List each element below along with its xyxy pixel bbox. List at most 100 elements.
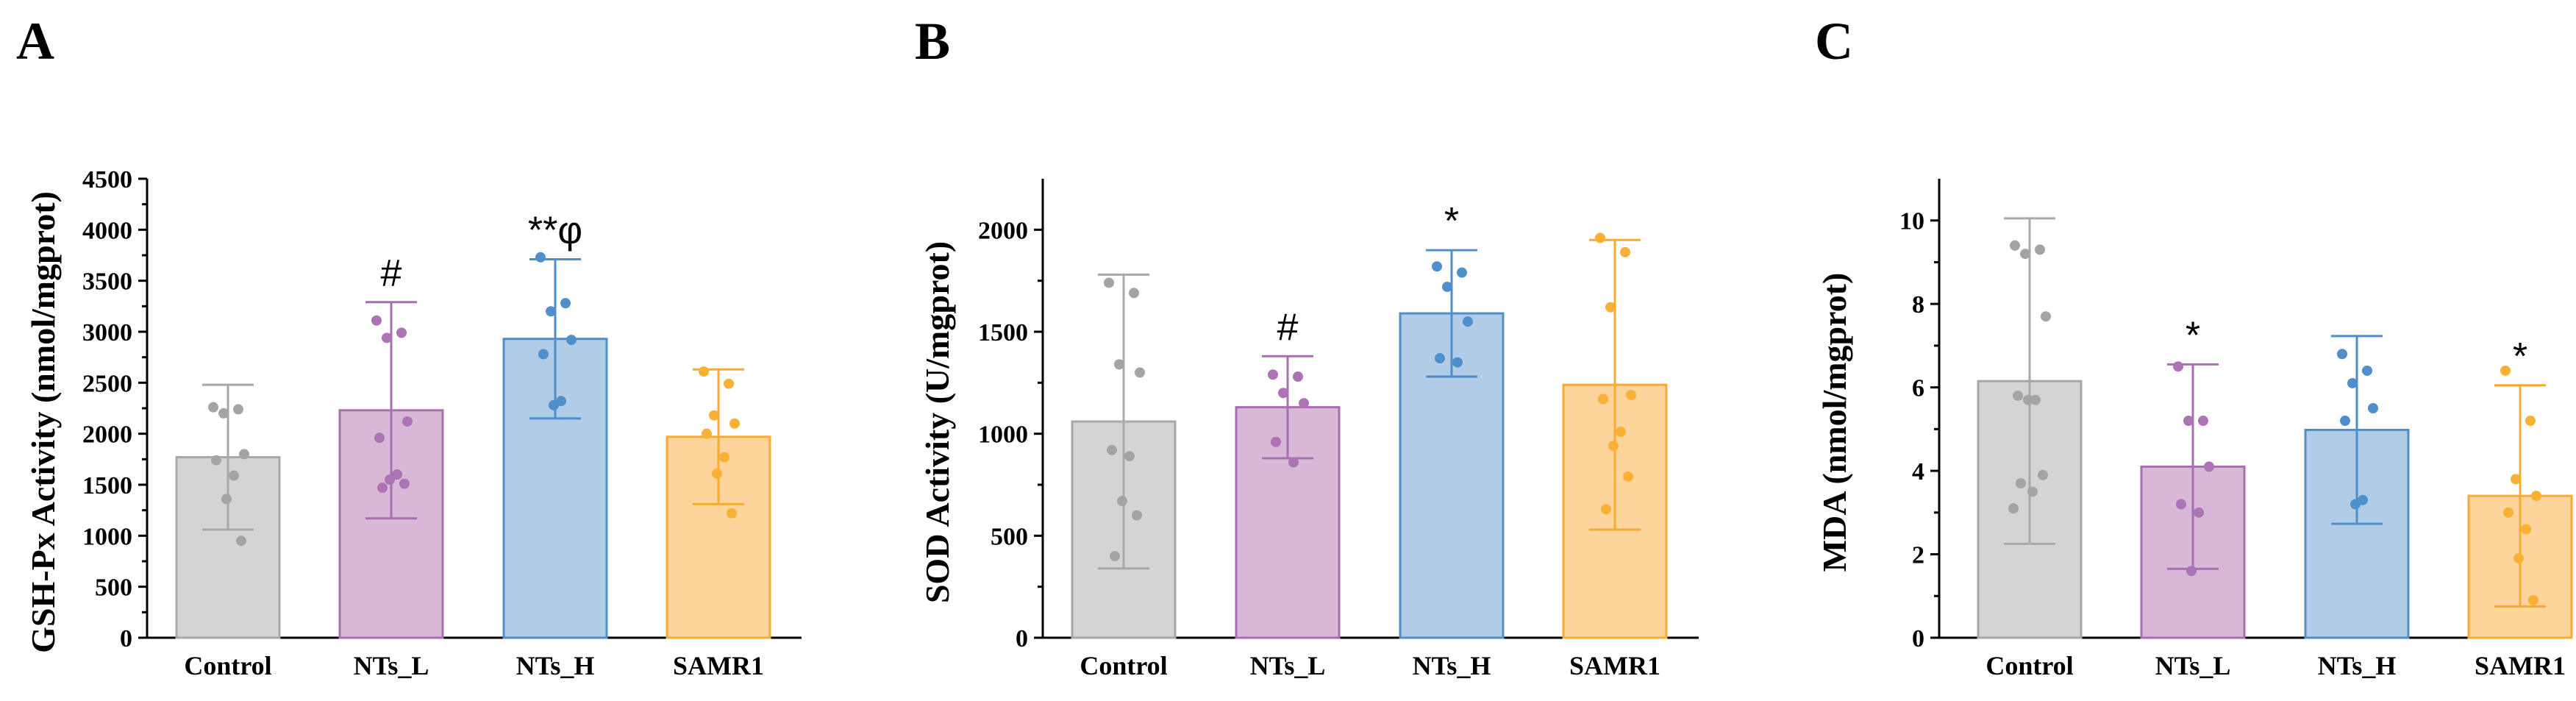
data-point [377,483,388,494]
data-point [1608,441,1619,452]
data-point [1114,359,1124,370]
panel-c-ylabel: MDA (nmol/mgprot) [1816,273,1853,572]
x-tick-label: SAMR1 [673,651,764,680]
panel-c-label: C [1815,12,1853,71]
y-tick-label: 2 [1912,542,1924,569]
bar [175,456,281,639]
data-point [2194,507,2204,518]
data-point [1626,389,1636,400]
data-point [2204,461,2214,472]
data-point [1268,369,1278,380]
data-point [1616,426,1626,437]
data-point [233,404,243,415]
data-point [2173,361,2183,372]
y-tick-label: 10 [1899,208,1924,235]
panel-b-ylabel: SOD Activity (U/mgprot) [918,241,956,603]
y-tick-label: 8 [1912,291,1924,319]
significance-marker: * [2186,314,2200,357]
data-point [2198,416,2208,427]
y-tick-label: 0 [1016,625,1028,652]
data-point [729,418,740,429]
data-point [2176,499,2186,510]
data-point [1623,471,1633,482]
data-point [2513,553,2524,564]
y-tick-label: 0 [1912,625,1924,652]
y-tick-label: 0 [120,625,132,652]
x-tick-label: NTs_L [2155,651,2231,680]
data-point [699,366,709,377]
data-point [724,378,734,389]
panel-a-ylabel: GSH-Px Activity (nmol/mgprot) [24,191,62,653]
data-point [560,298,571,309]
x-tick-label: NTs_H [516,651,595,680]
data-point [374,433,385,444]
x-tick-label: NTs_H [1413,651,1491,680]
bar [502,338,608,639]
y-tick-label: 1500 [978,319,1028,346]
data-point [709,410,719,421]
data-point [2500,365,2511,376]
data-point [719,452,729,463]
data-point [2531,491,2541,502]
data-point [221,494,232,505]
data-point [2008,503,2019,514]
data-point [2350,499,2361,510]
data-point [2023,394,2033,405]
data-point [2525,416,2536,427]
x-tick-label: SAMR1 [2475,651,2566,680]
data-point [1278,388,1288,399]
data-point [2035,244,2045,255]
significance-marker: * [1444,200,1459,243]
significance-marker: # [381,252,402,295]
data-point [1107,444,1117,455]
significance-marker: **φ [528,210,582,252]
panel-a-chart: A GSH-Px Activity (nmol/mgprot) 0 500 1000… [16,12,802,680]
data-point [208,402,218,413]
y-tick-label: 4500 [82,166,132,193]
data-point [239,449,249,460]
significance-marker: * [2513,335,2527,378]
data-point [1117,496,1127,507]
panel-b-label: B [915,12,950,71]
y-tick-label: 500 [991,523,1028,550]
panel-a-label: A [16,12,54,71]
y-tick-label: 1000 [978,421,1028,449]
data-point [2020,249,2030,260]
data-point [1442,281,1452,292]
y-tick-label: 4 [1912,458,1924,485]
data-point [1124,451,1135,462]
y-tick-label: 2500 [82,370,132,397]
data-point [218,408,229,419]
data-point [1432,261,1442,272]
data-point [371,315,382,326]
data-point [1129,288,1139,299]
data-point [702,428,712,439]
data-point [2183,416,2194,427]
data-point [727,508,737,519]
y-tick-label: 4000 [82,217,132,244]
data-point [2027,486,2038,497]
data-point [2362,365,2372,376]
data-point [1595,232,1605,243]
y-tick-label: 3500 [82,268,132,296]
data-point [402,416,413,427]
data-point [2521,524,2531,535]
significance-marker: # [1277,306,1299,349]
data-point [1132,510,1142,521]
data-point [712,468,722,479]
data-point [2340,416,2350,427]
data-point [2528,594,2538,605]
data-point [392,469,402,480]
data-point [549,399,559,410]
data-point [211,455,221,466]
x-tick-label: NTs_L [1250,651,1326,680]
data-point [2013,390,2023,401]
x-tick-label: Control [1080,651,1167,680]
data-point [385,474,395,485]
data-point [1293,371,1303,382]
y-tick-label: 3000 [82,319,132,346]
data-point [2016,478,2026,489]
y-tick-label: 1000 [82,523,132,550]
data-point [1271,436,1281,447]
